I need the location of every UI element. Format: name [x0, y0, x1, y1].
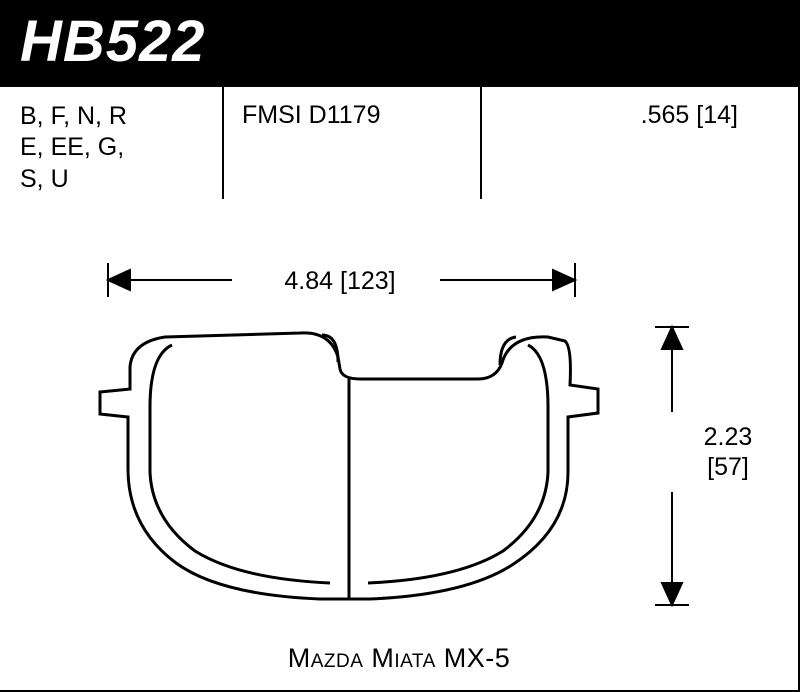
width-label: 4.84 [123]: [160, 267, 520, 296]
thickness-mm: [14]: [696, 101, 738, 129]
compound-codes: B, F, N, R E, EE, G, S, U: [20, 101, 222, 195]
content-area: B, F, N, R E, EE, G, S, U FMSI D1179 .56…: [0, 87, 800, 692]
part-number: HB522: [20, 8, 780, 75]
product-name: Mazda Miata MX-5: [0, 643, 798, 674]
diagram-area: 4.84 [123] 2.23 [57] Mazda Miata MX-5: [0, 217, 798, 690]
header-bar: HB522: [0, 0, 800, 87]
info-row: B, F, N, R E, EE, G, S, U FMSI D1179 .56…: [0, 87, 798, 195]
height-in: 2.23: [678, 422, 778, 452]
thickness: .565 [14]: [480, 101, 798, 195]
height-label: 2.23 [57]: [678, 422, 778, 482]
width-mm: [123]: [340, 267, 396, 295]
fmsi-code: FMSI D1179: [222, 101, 480, 195]
pad-shape: [100, 333, 598, 599]
height-mm: [57]: [678, 452, 778, 482]
width-in: 4.84: [284, 267, 333, 295]
thickness-in: .565: [641, 101, 690, 129]
